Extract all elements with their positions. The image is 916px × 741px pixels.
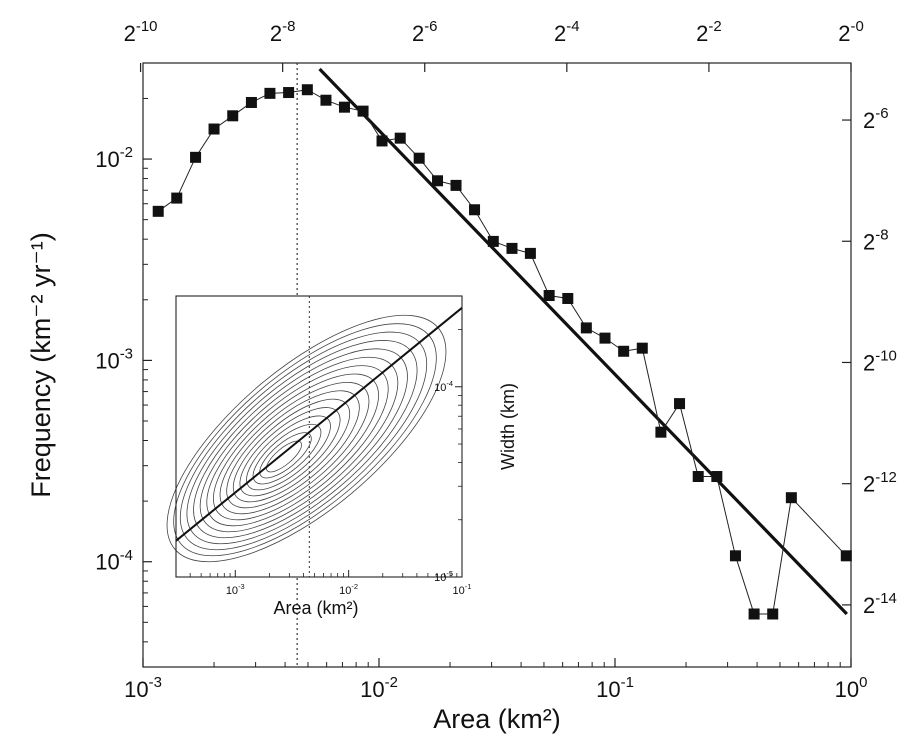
density-contour	[206, 365, 389, 527]
x-tick-label: 10-3	[124, 674, 162, 702]
density-contour	[193, 348, 408, 539]
main-axis-tick-labels: 10-3 10-2 10-1 100 10-2 10-3 10-4 2-10 2-8 2-6 2-4…	[95, 18, 897, 702]
data-point-marker	[636, 342, 648, 354]
data-point-marker	[840, 550, 852, 562]
data-point-marker	[785, 492, 797, 504]
data-point-marker	[543, 290, 555, 302]
density-contour	[199, 356, 399, 533]
data-point-marker	[190, 151, 202, 163]
main-fit-line	[318, 67, 848, 616]
data-point-marker	[692, 471, 704, 483]
right-tick-label: 2-6	[863, 105, 889, 133]
data-point-marker	[376, 135, 388, 147]
inset-axis-ticks	[175, 329, 463, 578]
density-contour	[232, 398, 351, 503]
density-contour	[226, 390, 360, 509]
data-point-marker	[562, 292, 574, 304]
power-law-fit-line	[318, 67, 848, 616]
main-frequency-series	[152, 84, 852, 620]
main-plot-frame	[142, 62, 852, 668]
density-contour	[246, 415, 331, 491]
density-contour	[219, 381, 370, 515]
data-point-marker	[469, 204, 481, 216]
density-contour	[252, 423, 322, 485]
top-tick-label: 2-10	[124, 18, 158, 46]
data-point-marker	[245, 96, 257, 108]
data-point-marker	[227, 110, 239, 122]
data-point-marker	[767, 608, 779, 620]
right-tick-label: 2-8	[863, 226, 889, 254]
data-point-marker	[320, 94, 332, 106]
inset-x-axis-label: Area (km²)	[274, 598, 359, 618]
right-tick-label: 2-10	[863, 348, 897, 376]
data-point-marker	[338, 101, 350, 113]
density-contour	[259, 432, 312, 479]
data-point-marker	[524, 247, 536, 259]
main-axis-ticks	[139, 62, 852, 668]
data-point-marker	[674, 398, 686, 410]
top-tick-label: 2-6	[412, 18, 438, 46]
top-tick-label: 2-2	[696, 18, 722, 46]
density-contour	[265, 440, 303, 473]
data-point-marker	[394, 132, 406, 144]
inset-axis-tick-labels: 10-3 10-2 10-1 10-4 10-5	[226, 379, 472, 597]
inset-regression-line	[175, 307, 463, 542]
data-point-marker	[301, 84, 313, 96]
right-tick-label: 2-12	[863, 469, 897, 497]
data-point-marker	[152, 205, 164, 217]
data-point-marker	[618, 345, 630, 357]
y-tick-label: 10-3	[95, 345, 133, 373]
density-contour	[239, 407, 341, 497]
data-point-marker	[357, 105, 369, 117]
density-contour	[213, 373, 379, 521]
inset-y-tick-label: 10-4	[434, 379, 453, 394]
data-point-marker	[264, 87, 276, 99]
top-tick-label: 2-8	[270, 18, 296, 46]
data-point-marker	[748, 608, 760, 620]
data-point-marker	[729, 550, 741, 562]
main-y-axis-label: Frequency (km⁻² yr⁻¹)	[26, 232, 56, 498]
inset-x-tick-label: 10-3	[226, 582, 245, 597]
y-tick-label: 10-2	[95, 144, 133, 172]
data-point-marker	[208, 123, 220, 135]
inset-plot: 10-3 10-2 10-1 10-4 10-5 Area (km²) Width (k…	[166, 295, 518, 618]
inset-y-axis-label: Width (km)	[498, 383, 518, 470]
data-point-marker	[711, 471, 723, 483]
inset-x-tick-label: 10-1	[453, 582, 472, 597]
data-point-marker	[283, 87, 295, 99]
main-plot: 10-3 10-2 10-1 100 10-2 10-3 10-4 2-10 2-8 2-6 2-4…	[26, 18, 897, 734]
data-point-marker	[599, 332, 611, 344]
x-tick-label: 10-1	[596, 674, 634, 702]
data-point-marker	[450, 179, 462, 191]
y-tick-label: 10-4	[95, 547, 133, 575]
top-tick-label: 2-4	[554, 18, 580, 46]
x-tick-label: 10-2	[360, 674, 398, 702]
top-tick-label: 2-0	[838, 18, 864, 46]
main-x-axis-label: Area (km²)	[433, 704, 561, 734]
data-point-marker	[487, 235, 499, 247]
inset-fit-line	[175, 307, 463, 542]
data-point-marker	[432, 175, 444, 187]
inset-plot-frame	[175, 295, 463, 578]
right-tick-label: 2-14	[863, 590, 897, 618]
data-point-marker	[506, 242, 518, 254]
data-point-marker	[171, 192, 183, 204]
x-tick-label: 100	[835, 674, 868, 702]
inset-x-tick-label: 10-2	[339, 582, 358, 597]
data-point-marker	[413, 152, 425, 164]
data-point-marker	[655, 426, 667, 438]
data-point-marker	[580, 322, 592, 334]
inset-y-tick-label: 10-5	[434, 569, 453, 584]
